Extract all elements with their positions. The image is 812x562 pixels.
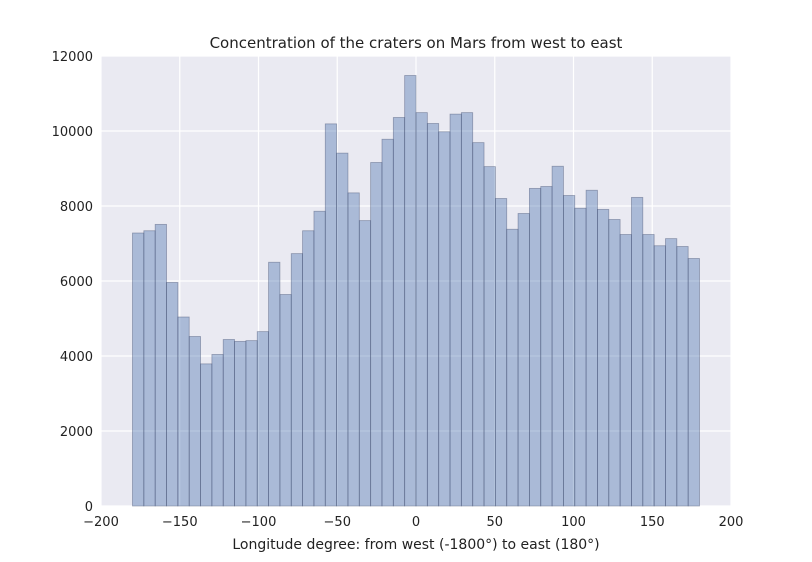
histogram-bar: [676, 246, 689, 507]
x-tick-label: −100: [241, 515, 277, 530]
y-tick-label: 0: [85, 500, 93, 515]
histogram-bar: [234, 340, 247, 507]
histogram-bar: [642, 234, 655, 507]
histogram-bar: [563, 195, 576, 507]
histogram-bar: [494, 198, 508, 507]
x-tick-label: 150: [640, 515, 665, 530]
x-tick-label: 200: [719, 515, 744, 530]
histogram-bar: [415, 112, 428, 507]
x-tick-label: 100: [561, 515, 586, 530]
histogram-bar: [200, 363, 213, 507]
histogram-bar: [256, 331, 269, 507]
histogram-bar: [597, 208, 610, 507]
y-tick-label: 10000: [52, 125, 93, 140]
histogram-bar: [665, 238, 678, 507]
histogram-bar: [302, 230, 315, 507]
histogram-bar: [404, 75, 417, 507]
chart-title: Concentration of the craters on Mars fro…: [210, 34, 623, 52]
x-tick-label: −200: [83, 515, 119, 530]
histogram-bar: [540, 186, 553, 507]
histogram-bar: [574, 207, 587, 507]
histogram-bar: [517, 213, 530, 507]
histogram-bar: [653, 245, 666, 507]
histogram-bar: [619, 234, 632, 507]
histogram-bar: [551, 165, 564, 507]
histogram-bar: [132, 232, 145, 507]
histogram-bar: [347, 192, 360, 507]
histogram-bar: [687, 258, 700, 507]
histogram-bar: [460, 112, 474, 507]
histogram-bar: [279, 294, 292, 507]
y-tick-label: 8000: [60, 200, 93, 215]
x-tick-label: −50: [324, 515, 351, 530]
histogram-bar: [211, 354, 224, 507]
histogram-bar: [449, 113, 462, 507]
histogram-bar: [222, 339, 235, 507]
histogram-bar: [426, 123, 440, 507]
histogram-bar: [506, 228, 519, 507]
histogram-bar: [529, 187, 542, 507]
histogram-bar: [585, 189, 598, 507]
histogram-bar: [336, 152, 349, 507]
histogram-bar: [438, 131, 451, 507]
histogram-bar: [483, 166, 496, 507]
grid-lines: [100, 55, 732, 507]
histogram-bar: [324, 123, 338, 507]
y-tick-label: 2000: [60, 425, 93, 440]
x-axis-label: Longitude degree: from west (-1800°) to …: [232, 537, 599, 553]
histogram-bar: [188, 336, 201, 507]
histogram-bar: [381, 138, 394, 507]
histogram-bar: [166, 282, 179, 507]
tick-labels: −200 −150 −100 −50 0 50 100 150 2000200040006000…: [52, 50, 744, 530]
histogram-bar: [370, 162, 383, 507]
histogram-bar: [290, 253, 304, 507]
histogram-bar: [143, 230, 156, 507]
histogram-bar: [177, 316, 190, 507]
y-tick-label: 4000: [60, 350, 93, 365]
y-tick-label: 12000: [52, 50, 93, 65]
x-tick-label: 50: [486, 515, 503, 530]
histogram-bar: [608, 219, 621, 507]
x-tick-label: 0: [412, 515, 420, 530]
histogram-bar: [154, 223, 167, 507]
x-tick-label: −150: [162, 515, 198, 530]
histogram-bar: [245, 340, 258, 507]
histogram-bars: [132, 75, 700, 507]
y-tick-label: 6000: [60, 275, 93, 290]
histogram-bar: [631, 196, 644, 507]
histogram-bar: [313, 210, 326, 507]
histogram-bar: [358, 220, 372, 507]
histogram-bar: [472, 142, 485, 507]
histogram-bar: [392, 117, 406, 507]
histogram-bar: [268, 261, 281, 507]
